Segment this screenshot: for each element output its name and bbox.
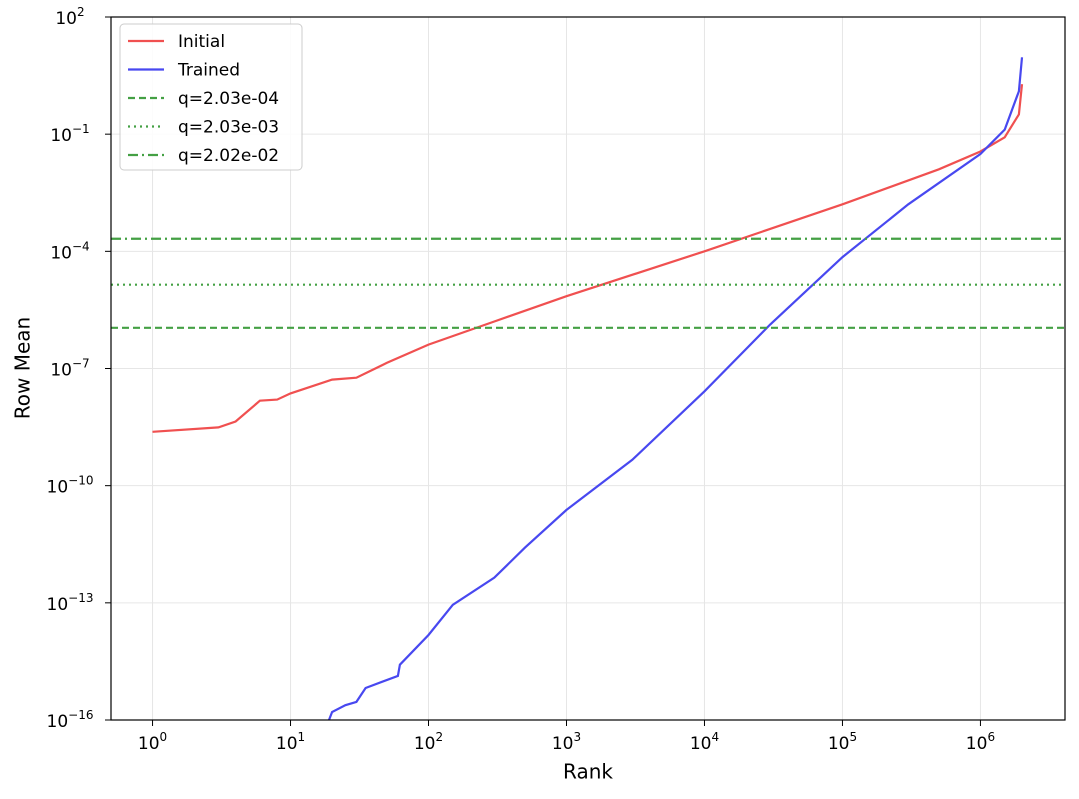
x-tick-label: 100 <box>138 730 167 755</box>
x-tick-label: 101 <box>276 730 305 755</box>
y-tick-label: 102 <box>55 5 84 30</box>
legend-box <box>119 23 303 171</box>
y-tick-label: 10−7 <box>50 356 89 381</box>
x-tick-label: 104 <box>690 730 719 755</box>
legend-label: Trained <box>177 61 240 81</box>
y-tick-label: 10−1 <box>50 122 89 147</box>
data-line <box>327 57 1024 720</box>
x-axis-label: Rank <box>563 760 613 784</box>
y-tick-label: 10−16 <box>47 708 94 733</box>
data-line <box>152 84 1024 433</box>
x-tick-label: 102 <box>414 730 443 755</box>
legend-label: q=2.02e-02 <box>178 146 279 166</box>
x-tick-label: 105 <box>828 730 857 755</box>
y-axis-label: Row Mean <box>11 317 35 419</box>
y-tick-label: 10−4 <box>50 239 89 263</box>
legend-label: Initial <box>178 32 225 52</box>
legend-label: q=2.03e-04 <box>178 89 279 109</box>
x-tick-label: 106 <box>966 730 995 755</box>
legend-label: q=2.03e-03 <box>178 118 279 138</box>
y-tick-label: 10−13 <box>47 590 94 615</box>
plot-area <box>111 57 1065 720</box>
x-tick-label: 103 <box>552 730 581 755</box>
y-tick-label: 10−10 <box>47 473 94 498</box>
plot-frame <box>110 16 1066 721</box>
